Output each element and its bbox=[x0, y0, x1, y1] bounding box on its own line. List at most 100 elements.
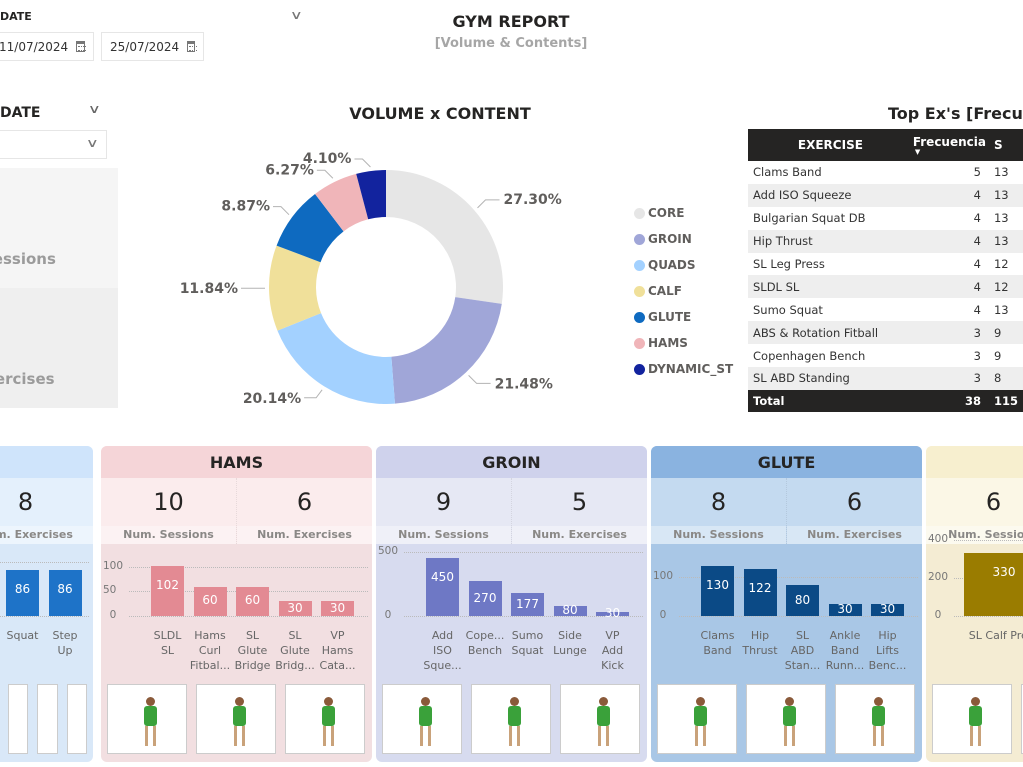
bar[interactable]: 86 bbox=[6, 569, 39, 616]
table-row[interactable]: SL ABD Standing 3 8 bbox=[748, 367, 1023, 390]
column-header-s[interactable]: S bbox=[985, 129, 1023, 161]
bar[interactable]: 30 bbox=[871, 602, 904, 616]
exercise-image[interactable] bbox=[1021, 684, 1023, 754]
legend-item-dynamic-st[interactable]: DYNAMIC_ST bbox=[634, 356, 733, 382]
table-cell: Add ISO Squeeze bbox=[748, 183, 908, 207]
x-axis-label: Ankle Band Runn... bbox=[823, 628, 867, 673]
donut-slice-glute[interactable] bbox=[276, 193, 344, 263]
kpi-exercises-label: Num. Exercises bbox=[787, 526, 922, 544]
table-row[interactable]: SLDL SL 4 12 bbox=[748, 275, 1023, 299]
donut-slice-calf[interactable] bbox=[269, 245, 322, 331]
calendar-icon[interactable] bbox=[187, 41, 197, 52]
slicer-dropdown[interactable] bbox=[0, 130, 107, 159]
table-cell: SL ABD Standing bbox=[748, 367, 908, 390]
table-row[interactable]: Copenhagen Bench 3 9 bbox=[748, 344, 1023, 367]
table-cell: 3 bbox=[907, 367, 986, 390]
figure-body-icon bbox=[694, 706, 707, 726]
bar[interactable]: 30 bbox=[596, 606, 629, 620]
table-row[interactable]: ABS & Rotation Fitball 3 9 bbox=[748, 321, 1023, 345]
bar[interactable]: 80 bbox=[553, 603, 587, 617]
top-exercises-table: EXERCISE Frecuencia ▼ S Clams Band 5 13 Add … bbox=[748, 129, 1023, 412]
bar[interactable]: 130 bbox=[701, 565, 734, 616]
exercise-image[interactable] bbox=[932, 684, 1012, 754]
figure-legs-icon bbox=[873, 726, 884, 746]
chevron-down-icon[interactable]: ∨ bbox=[289, 8, 303, 22]
exercise-thumbnails bbox=[107, 684, 366, 754]
exercise-image[interactable] bbox=[8, 684, 29, 754]
figure-head-icon bbox=[785, 697, 794, 706]
bar-data-label: 130 bbox=[706, 577, 729, 592]
legend-item-core[interactable]: CORE bbox=[634, 200, 733, 226]
chevron-down-icon[interactable]: ∨ bbox=[87, 102, 101, 116]
table-cell: Bulgarian Squat DB bbox=[753, 211, 866, 226]
x-label-line: Bench bbox=[467, 644, 503, 657]
legend-item-calf[interactable]: CALF bbox=[634, 278, 733, 304]
gridline bbox=[404, 552, 643, 553]
bar[interactable]: 30 bbox=[828, 602, 862, 616]
exercise-image[interactable] bbox=[285, 684, 365, 754]
bar[interactable]: 86 bbox=[48, 569, 82, 616]
bar[interactable]: 270 bbox=[468, 581, 502, 616]
legend-item-hams[interactable]: HAMS bbox=[634, 330, 733, 356]
exercise-image[interactable] bbox=[746, 684, 826, 754]
bar[interactable]: 122 bbox=[743, 568, 777, 616]
bar[interactable]: 330 bbox=[964, 553, 1023, 616]
figure-body-icon bbox=[872, 706, 885, 726]
exercise-image[interactable] bbox=[196, 684, 276, 754]
bar[interactable]: 177 bbox=[511, 593, 544, 616]
table-row[interactable]: Add ISO Squeeze 4 13 bbox=[748, 183, 1023, 207]
table-row[interactable]: Bulgarian Squat DB 4 13 bbox=[748, 207, 1023, 230]
legend-item-glute[interactable]: GLUTE bbox=[634, 304, 733, 330]
x-axis-label: Cope... Bench bbox=[463, 628, 507, 658]
card-quads: QUADSNum. Sessions8Num. Exercises86Squat… bbox=[0, 446, 93, 762]
x-label-line: Hip bbox=[878, 629, 897, 642]
legend-item-quads[interactable]: QUADS bbox=[634, 252, 733, 278]
exercise-image[interactable] bbox=[37, 684, 58, 754]
exercise-image[interactable] bbox=[382, 684, 462, 754]
y-axis-tick: 50 bbox=[103, 584, 117, 597]
bar[interactable]: 80 bbox=[786, 585, 819, 616]
donut-data-label: 20.14% bbox=[243, 391, 301, 407]
exercise-image[interactable] bbox=[471, 684, 551, 754]
bar[interactable]: 450 bbox=[426, 558, 459, 616]
leader-line bbox=[316, 169, 334, 179]
table-row[interactable]: Clams Band 5 13 bbox=[748, 161, 1023, 184]
bar[interactable]: 102 bbox=[151, 565, 184, 616]
exercise-image[interactable] bbox=[107, 684, 187, 754]
calendar-icon[interactable] bbox=[76, 41, 86, 52]
donut-slice-dynamic-st[interactable] bbox=[356, 170, 386, 220]
bar[interactable]: 60 bbox=[236, 586, 269, 616]
exercise-image[interactable] bbox=[657, 684, 737, 754]
chevron-down-icon[interactable]: ∨ bbox=[85, 136, 99, 150]
bar-data-label: 80 bbox=[794, 592, 811, 607]
table-row[interactable]: SL Leg Press 4 12 bbox=[748, 253, 1023, 276]
legend-marker-icon bbox=[634, 337, 645, 349]
donut-slice-groin[interactable] bbox=[391, 297, 502, 404]
figure-legs-icon bbox=[695, 726, 706, 746]
legend-label: CALF bbox=[648, 284, 682, 298]
kpi-sessions-value: 9 bbox=[435, 488, 452, 516]
card-glute: GLUTE 8 Num. Sessions 6 Num. Exercises 0 100 13… bbox=[651, 446, 922, 762]
donut-slice-quads[interactable] bbox=[277, 313, 395, 404]
table-row[interactable]: Hip Thrust 4 13 bbox=[748, 229, 1023, 253]
table-row[interactable]: Sumo Squat 4 13 bbox=[748, 298, 1023, 321]
bar[interactable]: 30 bbox=[321, 601, 354, 616]
date-start-input[interactable]: 11/07/2024 bbox=[0, 32, 94, 61]
table-title: Top Ex's [Frecuencia] bbox=[888, 104, 1023, 123]
table-total-cell: Total bbox=[748, 389, 908, 412]
legend-item-groin[interactable]: GROIN bbox=[634, 226, 733, 252]
exercise-image[interactable] bbox=[835, 684, 915, 754]
donut-slice-hams[interactable] bbox=[315, 173, 369, 232]
column-header-frecuencia[interactable]: Frecuencia ▼ bbox=[907, 129, 986, 161]
exercise-image[interactable] bbox=[66, 684, 87, 754]
figure-body-icon bbox=[597, 706, 610, 726]
bar[interactable]: 30 bbox=[278, 601, 312, 616]
date-end-input[interactable]: 25/07/2024 bbox=[101, 32, 204, 61]
exercise-image[interactable] bbox=[560, 684, 640, 754]
y-axis-tick: 0 bbox=[934, 609, 942, 621]
table-cell: 9 bbox=[993, 348, 1002, 363]
donut-slice-core[interactable] bbox=[386, 170, 503, 304]
figure-head-icon bbox=[421, 697, 430, 706]
bar[interactable]: 60 bbox=[193, 586, 227, 616]
column-header-exercise[interactable]: EXERCISE bbox=[748, 129, 908, 161]
